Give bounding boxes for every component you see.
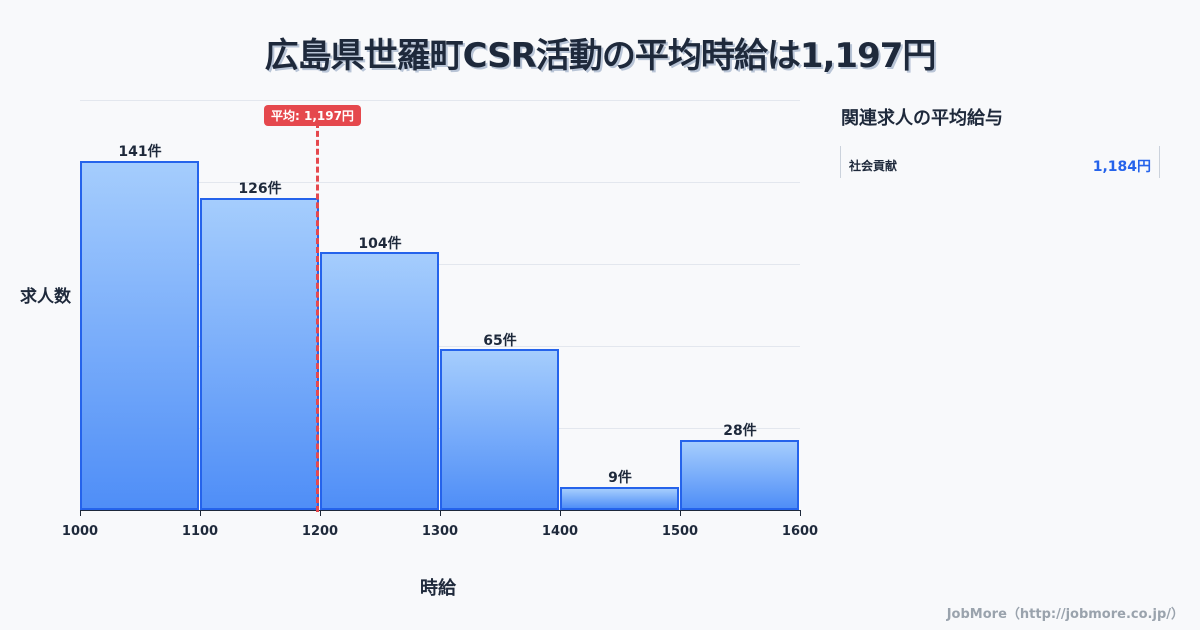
- bar-value-label: 141件: [118, 144, 162, 160]
- bar-1500-1600[interactable]: [680, 440, 799, 510]
- related-job-salary: 1,184円: [1092, 159, 1151, 175]
- bar-1000-1100[interactable]: [80, 161, 199, 510]
- x-tick-label: 1200: [301, 524, 339, 539]
- x-tick: [200, 510, 201, 516]
- bar-1300-1400[interactable]: [440, 349, 559, 510]
- x-tick: [560, 510, 561, 516]
- related-salary-title: 関連求人の平均給与: [841, 108, 1003, 129]
- bar-value-label: 28件: [723, 423, 757, 439]
- gridline: [80, 346, 800, 347]
- related-job-name: 社会貢献: [849, 159, 898, 173]
- page-title: 広島県世羅町CSR活動の平均時給は1,197円: [264, 36, 937, 76]
- x-tick: [440, 510, 441, 516]
- bar-1200-1300[interactable]: [320, 252, 439, 510]
- x-tick-label: 1500: [661, 524, 699, 539]
- x-tick-label: 1000: [61, 524, 99, 539]
- x-tick: [80, 510, 81, 516]
- x-tick-label: 1300: [421, 524, 459, 539]
- gridline: [80, 100, 800, 101]
- y-axis-label: 求人数: [20, 287, 71, 307]
- bar-1400-1500[interactable]: [560, 487, 679, 510]
- gridline: [80, 182, 800, 183]
- x-tick: [800, 510, 801, 516]
- bar-value-label: 9件: [608, 470, 632, 486]
- x-tick-label: 1100: [181, 524, 219, 539]
- x-axis-label: 時給: [420, 578, 456, 599]
- x-tick: [680, 510, 681, 516]
- x-tick-label: 1400: [541, 524, 579, 539]
- bar-value-label: 65件: [483, 333, 517, 349]
- histogram-plot: 141件 126件 104件 65件 9件 28件: [80, 100, 800, 510]
- bar-value-label: 126件: [238, 181, 282, 197]
- related-salary-row[interactable]: 社会貢献 1,184円: [840, 146, 1160, 178]
- bar-1100-1200[interactable]: [200, 198, 319, 510]
- x-tick: [320, 510, 321, 516]
- gridline: [80, 264, 800, 265]
- mean-badge: 平均: 1,197円: [264, 105, 361, 126]
- bar-value-label: 104件: [358, 236, 402, 252]
- mean-line: [316, 122, 319, 512]
- footer-credit: JobMore（http://jobmore.co.jp/）: [946, 607, 1184, 622]
- x-tick-label: 1600: [781, 524, 819, 539]
